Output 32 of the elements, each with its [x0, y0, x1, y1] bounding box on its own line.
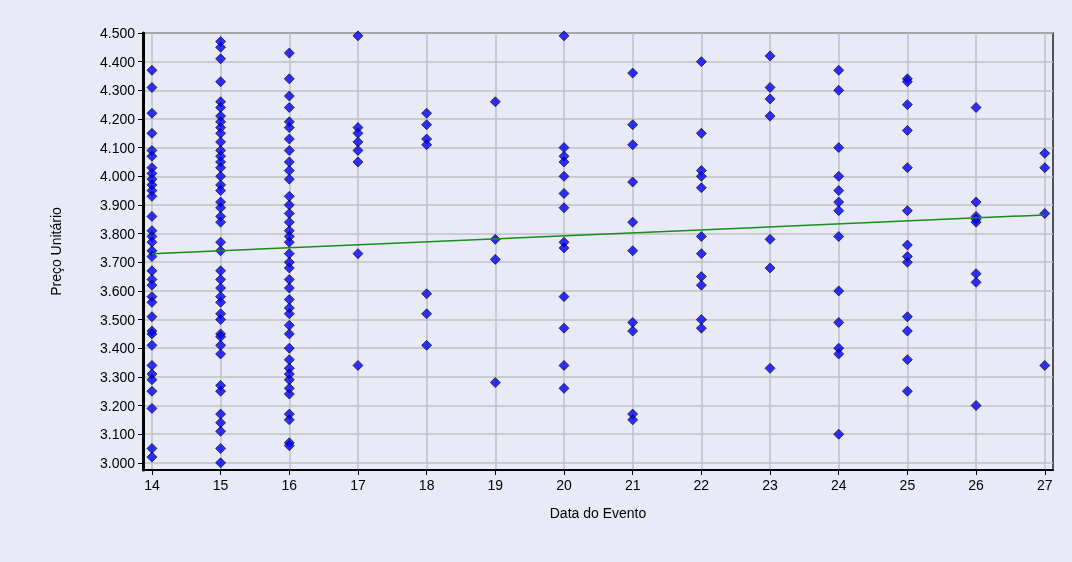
y-tick-label: 4.100	[99, 139, 136, 156]
y-tick-label: 3.700	[99, 254, 136, 271]
y-tick-label: 4.300	[99, 82, 136, 99]
y-tick-label: 4.000	[99, 168, 136, 185]
x-tick-label: 15	[212, 477, 229, 493]
x-tick-label: 27	[1036, 477, 1053, 493]
y-tick-label: 3.300	[99, 368, 136, 385]
y-tick-label: 4.200	[99, 110, 136, 127]
x-tick-label: 21	[624, 477, 641, 493]
x-tick-label: 19	[487, 477, 504, 493]
x-tick-label: 14	[144, 477, 160, 493]
y-axis-title: Preço Unitário	[48, 206, 64, 296]
x-tick-label: 26	[968, 477, 985, 493]
x-tick-label: 18	[418, 477, 435, 493]
y-tick-label: 3.400	[99, 340, 136, 357]
x-tick-label: 20	[556, 477, 572, 493]
y-tick-label: 4.500	[99, 25, 136, 41]
y-tick-label: 3.100	[99, 426, 136, 443]
x-tick-label: 23	[762, 477, 779, 493]
y-tick-label: 3.600	[99, 282, 136, 299]
y-tick-label: 3.800	[99, 225, 136, 242]
y-tick-label: 3.000	[99, 454, 136, 471]
y-tick-label: 4.400	[99, 53, 136, 70]
y-tick-label: 3.200	[99, 397, 136, 414]
x-tick-label: 16	[281, 477, 298, 493]
y-tick-label: 3.500	[99, 311, 136, 328]
x-tick-label: 25	[899, 477, 916, 493]
y-tick-label: 3.900	[99, 196, 136, 213]
x-tick-label: 22	[693, 477, 710, 493]
x-tick-label: 17	[350, 477, 366, 493]
x-tick-label: 24	[830, 477, 847, 493]
x-axis-title: Data do Evento	[549, 505, 647, 521]
